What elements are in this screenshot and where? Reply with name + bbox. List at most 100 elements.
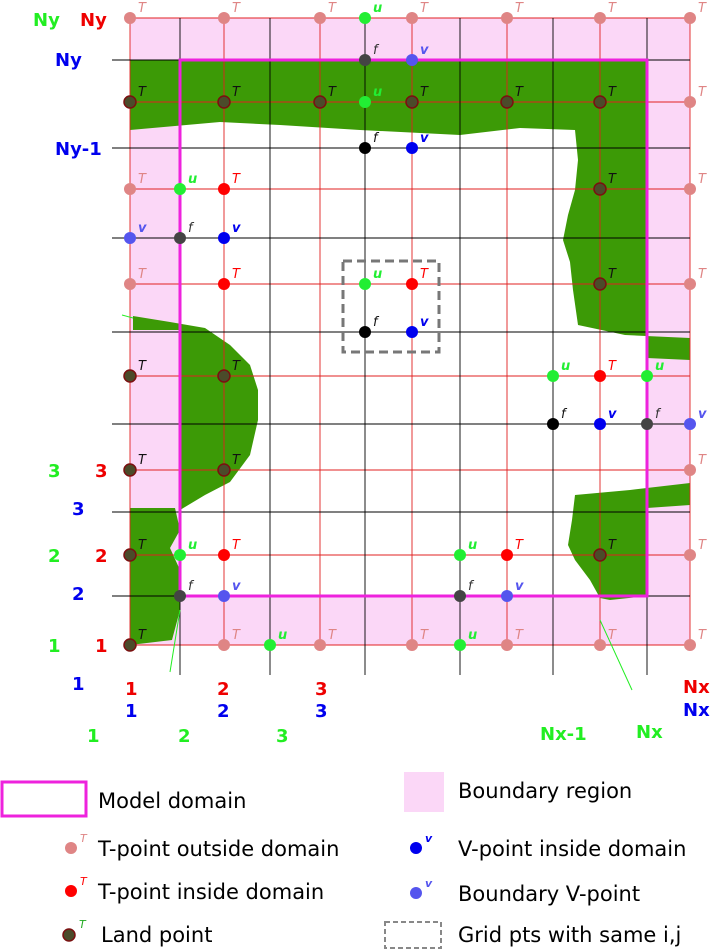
f-marker <box>547 418 559 430</box>
label-nx-red: Nx <box>683 677 710 698</box>
legend: Model domain Boundary region T T-point o… <box>0 772 686 949</box>
t-outside-point: T <box>218 1 241 24</box>
land-letter: T <box>515 85 524 100</box>
x2-pointer-line <box>169 609 181 673</box>
land-letter: T <box>232 453 241 468</box>
f-marker <box>359 142 371 154</box>
land-marker <box>123 638 137 652</box>
u-point: u <box>359 1 382 24</box>
t-outside-letter: T <box>698 85 707 100</box>
label-nx-blue: Nx <box>683 700 710 721</box>
land-marker <box>217 95 231 109</box>
u-letter: u <box>373 267 382 282</box>
land-point: T <box>593 538 617 562</box>
f-marker <box>359 326 371 338</box>
v-inside-letter: v <box>420 315 429 330</box>
land-marker <box>593 182 607 196</box>
t-outside-marker <box>501 12 513 24</box>
label-2-blue: 2 <box>72 584 85 605</box>
t-outside-letter: T <box>515 1 524 16</box>
v-boundary-marker <box>124 232 136 244</box>
t-outside-point: T <box>406 628 429 651</box>
land-letter: T <box>608 172 617 187</box>
t-outside-marker <box>124 278 136 290</box>
f-letter: f <box>561 407 568 422</box>
u-marker <box>264 639 276 651</box>
u-marker <box>454 639 466 651</box>
u-marker <box>454 549 466 561</box>
t-outside-letter: T <box>698 453 707 468</box>
t-inside-letter: T <box>232 267 241 282</box>
u-point: u <box>641 359 664 382</box>
land-bottom-left <box>130 508 180 645</box>
legend-t-inside-label: T-point inside domain <box>97 880 324 904</box>
t-inside-marker <box>501 549 513 561</box>
u-marker <box>174 183 186 195</box>
land-marker <box>593 277 607 291</box>
t-outside-letter: T <box>698 538 707 553</box>
legend-boundary-swatch <box>404 772 444 812</box>
label-x3-blue: 3 <box>315 701 328 722</box>
u-letter: u <box>373 85 382 100</box>
land-point: T <box>123 538 147 562</box>
land-point: T <box>405 85 429 109</box>
label-x2-green: 2 <box>178 726 191 747</box>
t-outside-marker <box>684 639 696 651</box>
u-letter: u <box>278 628 287 643</box>
label-x1-blue: 1 <box>125 701 138 722</box>
u-point: u <box>174 538 197 561</box>
land-point: T <box>217 85 241 109</box>
v-inside-letter: v <box>608 407 617 422</box>
t-outside-letter: T <box>138 1 147 16</box>
t-outside-marker <box>684 12 696 24</box>
u-marker <box>359 96 371 108</box>
land-marker <box>217 463 231 477</box>
legend-t-inside-letter: T <box>80 875 88 888</box>
t-inside-letter: T <box>232 172 241 187</box>
land-point: T <box>593 85 617 109</box>
legend-t-outside-marker <box>65 842 77 854</box>
v-inside-marker <box>406 326 418 338</box>
t-outside-letter: T <box>232 628 241 643</box>
t-outside-marker <box>218 639 230 651</box>
t-outside-point: T <box>501 628 524 651</box>
land-marker <box>405 95 419 109</box>
t-outside-point: T <box>501 1 524 24</box>
t-outside-letter: T <box>608 628 617 643</box>
f-land-marker <box>174 232 186 244</box>
label-ny-green: Ny <box>33 10 60 31</box>
t-outside-letter: T <box>420 1 429 16</box>
land-point: T <box>593 172 617 196</box>
u-point: u <box>454 538 477 561</box>
t-outside-point: T <box>124 1 147 24</box>
legend-v-inside-letter: v <box>425 832 433 845</box>
t-outside-point: T <box>314 1 337 24</box>
v-boundary-point: v <box>218 579 241 602</box>
f-land-point: f <box>174 579 195 602</box>
t-outside-marker <box>684 183 696 195</box>
t-outside-letter: T <box>420 628 429 643</box>
label-1-blue: 1 <box>72 674 85 695</box>
land-letter: T <box>138 538 147 553</box>
land-point: T <box>123 453 147 477</box>
land-marker <box>593 95 607 109</box>
t-outside-letter: T <box>232 1 241 16</box>
u-marker <box>174 549 186 561</box>
land-point: T <box>593 267 617 291</box>
u-point: u <box>174 172 197 195</box>
v-boundary-letter: v <box>698 407 707 422</box>
t-outside-letter: T <box>698 628 707 643</box>
f-point: f <box>547 407 568 430</box>
t-inside-point: T <box>218 267 241 290</box>
f-land-marker <box>359 54 371 66</box>
f-point: f <box>359 315 380 338</box>
legend-boundary-label: Boundary region <box>458 779 632 803</box>
u-point: u <box>547 359 570 382</box>
f-land-letter: f <box>655 407 662 422</box>
land-marker <box>123 95 137 109</box>
t-outside-letter: T <box>698 172 707 187</box>
v-inside-letter: v <box>232 221 241 236</box>
land-marker <box>593 548 607 562</box>
t-outside-letter: T <box>138 267 147 282</box>
